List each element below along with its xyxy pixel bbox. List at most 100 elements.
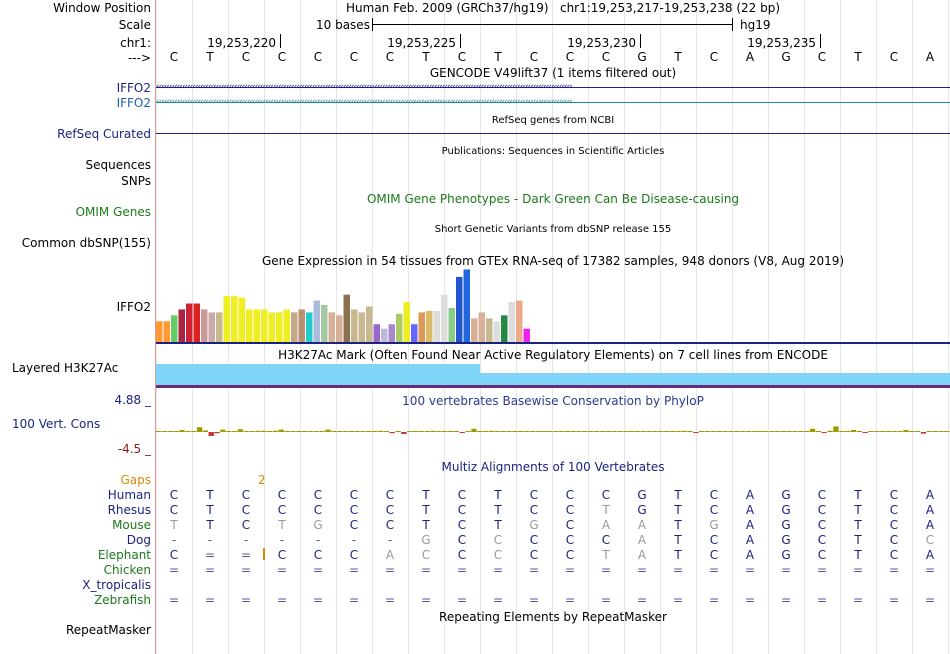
gtex-tissue-bar[interactable] xyxy=(193,303,201,342)
gtex-tissue-bar[interactable] xyxy=(216,312,223,342)
repeatmasker-label[interactable]: RepeatMasker xyxy=(65,623,151,637)
chr-label[interactable]: chr1: xyxy=(120,36,151,50)
phylop-score-mark xyxy=(914,431,921,432)
gtex-tissue-bar[interactable] xyxy=(351,309,358,342)
gtex-tissue-bar[interactable] xyxy=(381,328,388,342)
gtex-tissue-bar[interactable] xyxy=(253,309,261,342)
aligned-base: = xyxy=(348,593,360,607)
gtex-tissue-bar[interactable] xyxy=(306,312,313,342)
species-label[interactable]: Zebrafish xyxy=(94,593,151,607)
h3k27ac-track-title[interactable]: H3K27Ac Mark (Often Found Near Active Re… xyxy=(278,348,828,362)
gtex-tissue-bar[interactable] xyxy=(246,309,253,342)
gtex-tissue-bar[interactable] xyxy=(441,294,448,342)
refseq-curated-label[interactable]: RefSeq Curated xyxy=(57,127,151,141)
layered-h3k27ac-label[interactable]: Layered H3K27Ac xyxy=(12,361,119,375)
phylop-track-title[interactable]: 100 vertebrates Basewise Conservation by… xyxy=(402,394,704,408)
gtex-tissue-bar[interactable] xyxy=(313,300,321,342)
refseq-track-title[interactable]: RefSeq genes from NCBI xyxy=(491,115,615,126)
gtex-tissue-bar[interactable] xyxy=(403,302,411,342)
phylop-score-mark xyxy=(617,431,623,432)
gencode-track-title[interactable]: GENCODE V49lift37 (1 items filtered out) xyxy=(429,66,677,80)
gtex-tissue-bar[interactable] xyxy=(516,300,523,342)
gtex-tissue-bar[interactable] xyxy=(486,318,493,342)
gtex-tissue-bar[interactable] xyxy=(261,309,268,342)
strand-label[interactable]: ---> xyxy=(127,51,151,65)
gtex-tissue-bar[interactable] xyxy=(201,309,208,342)
gtex-tissue-bar[interactable] xyxy=(343,294,351,342)
gtex-tissue-bar[interactable] xyxy=(268,312,276,342)
gtex-tissue-bar[interactable] xyxy=(456,276,463,342)
gtex-tissue-bar[interactable] xyxy=(448,307,456,342)
iffo2-gene-line-2[interactable]: ‹‹‹‹‹‹‹‹‹‹‹‹‹‹‹‹‹‹‹‹‹‹‹‹‹‹‹‹‹‹‹‹‹‹‹‹‹‹‹‹… xyxy=(156,98,950,106)
gtex-tissue-bar[interactable] xyxy=(426,310,433,342)
gtex-tissue-bar[interactable] xyxy=(493,321,501,342)
species-label[interactable]: Elephant xyxy=(97,548,151,562)
publications-track-title[interactable]: Publications: Sequences in Scientific Ar… xyxy=(441,146,665,157)
position-text[interactable]: chr1:19,253,217-19,253,238 (22 bp) xyxy=(559,1,781,15)
gtex-tissue-bar[interactable] xyxy=(298,309,306,342)
scale-label[interactable]: Scale xyxy=(118,18,151,32)
gtex-tissue-bar[interactable] xyxy=(508,302,516,342)
multiz-track-title[interactable]: Multiz Alignments of 100 Vertebrates xyxy=(441,460,665,474)
common-dbsnp-label[interactable]: Common dbSNP(155) xyxy=(21,236,151,250)
h3k27ac-signal-high[interactable] xyxy=(156,364,480,385)
gtex-tissue-bar[interactable] xyxy=(373,324,381,342)
reference-base: T xyxy=(854,50,862,64)
gtex-tissue-bar[interactable] xyxy=(208,312,216,342)
iffo2-gencode-label[interactable]: IFFO2 xyxy=(116,81,151,95)
species-label[interactable]: Mouse xyxy=(112,518,151,532)
iffo2-gencode-label-2[interactable]: IFFO2 xyxy=(116,96,151,110)
iffo2-gene-line[interactable]: ‹‹‹‹‹‹‹‹‹‹‹‹‹‹‹‹‹‹‹‹‹‹‹‹‹‹‹‹‹‹‹‹‹‹‹‹‹‹‹‹… xyxy=(156,83,950,91)
species-label[interactable]: Chicken xyxy=(103,563,151,577)
gtex-tissue-bar[interactable] xyxy=(328,312,336,342)
gtex-tissue-bar[interactable] xyxy=(418,312,426,342)
gtex-tissue-bar[interactable] xyxy=(478,312,486,342)
gaps-label[interactable]: Gaps xyxy=(120,473,151,487)
gtex-tissue-bar[interactable] xyxy=(463,269,471,342)
gtex-tissue-bar[interactable] xyxy=(433,310,441,342)
gtex-tissue-bar[interactable] xyxy=(471,318,478,342)
species-label[interactable]: X_tropicalis xyxy=(82,578,151,592)
omim-genes-label[interactable]: OMIM Genes xyxy=(75,205,151,219)
sequences-label[interactable]: Sequences xyxy=(85,158,151,172)
gtex-tissue-bar[interactable] xyxy=(171,315,178,342)
h3k27ac-signal-low[interactable] xyxy=(480,373,950,385)
gtex-tissue-bar[interactable] xyxy=(291,312,298,342)
dbsnp-track-title[interactable]: Short Genetic Variants from dbSNP releas… xyxy=(434,224,672,235)
gtex-tissue-bar[interactable] xyxy=(358,312,366,342)
gtex-gene-label[interactable]: IFFO2 xyxy=(116,300,151,314)
gtex-tissue-bar[interactable] xyxy=(223,296,231,342)
gtex-tissue-bar[interactable] xyxy=(411,324,418,342)
gtex-tissue-bar[interactable] xyxy=(388,324,396,342)
gtex-tissue-bar[interactable] xyxy=(523,328,531,342)
gtex-tissue-bar[interactable] xyxy=(156,321,163,342)
track-area[interactable]: Human Feb. 2009 (GRCh37/hg19) chr1:19,25… xyxy=(156,0,950,654)
gtex-tissue-bar[interactable] xyxy=(283,309,291,342)
gtex-tissue-bar[interactable] xyxy=(238,297,246,342)
gtex-tissue-bar[interactable] xyxy=(396,313,403,342)
phylop-track-label[interactable]: 100 Vert. Cons xyxy=(12,417,101,431)
repeatmasker-track-title[interactable]: Repeating Elements by RepeatMasker xyxy=(439,610,667,624)
gtex-tissue-bar[interactable] xyxy=(231,296,238,342)
gtex-tissue-bar[interactable] xyxy=(501,315,508,342)
phylop-plot[interactable] xyxy=(156,412,950,452)
gtex-tissue-bar[interactable] xyxy=(163,321,171,342)
refseq-gene-line[interactable] xyxy=(156,133,950,134)
window-position-label[interactable]: Window Position xyxy=(53,1,151,15)
gtex-tissue-bar[interactable] xyxy=(321,305,328,342)
phylop-score-mark xyxy=(547,431,553,432)
aligned-base: = xyxy=(636,593,648,607)
species-label[interactable]: Dog xyxy=(126,533,151,547)
species-label[interactable]: Human xyxy=(107,488,151,502)
gtex-tissue-bar[interactable] xyxy=(336,315,343,342)
gtex-bar-chart[interactable] xyxy=(156,268,950,344)
species-label[interactable]: Rhesus xyxy=(107,503,151,517)
omim-track-title[interactable]: OMIM Gene Phenotypes - Dark Green Can Be… xyxy=(366,192,740,206)
gtex-tissue-bar[interactable] xyxy=(366,306,373,342)
gtex-track-title[interactable]: Gene Expression in 54 tissues from GTEx … xyxy=(261,254,845,268)
gtex-tissue-bar[interactable] xyxy=(276,312,283,342)
aligned-base: C xyxy=(457,488,467,502)
gtex-tissue-bar[interactable] xyxy=(178,309,186,342)
snps-label[interactable]: SNPs xyxy=(121,174,151,188)
gtex-tissue-bar[interactable] xyxy=(186,303,193,342)
